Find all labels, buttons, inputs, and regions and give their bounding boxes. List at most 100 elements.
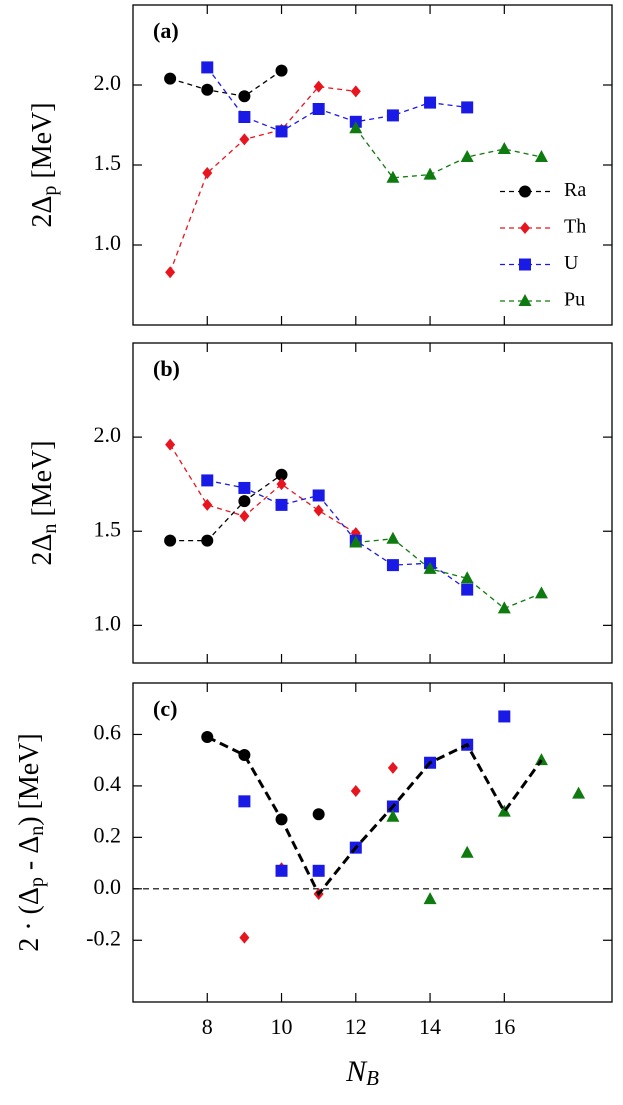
marker — [386, 531, 400, 544]
marker — [239, 133, 250, 146]
y-tick-label: 0.0 — [94, 874, 122, 899]
legend-label: U — [564, 252, 579, 274]
y-label-part: 2 · (Δ — [14, 887, 45, 952]
marker — [534, 150, 548, 162]
marker — [350, 85, 361, 98]
y-tick-label: -0.2 — [86, 925, 121, 950]
marker — [386, 559, 399, 572]
marker — [238, 749, 251, 762]
legend-label: Th — [564, 216, 586, 238]
series-line — [355, 538, 542, 610]
marker — [519, 185, 531, 198]
plot-frame — [132, 682, 613, 1003]
y-label-part: [MeV] — [27, 102, 58, 185]
x-tick-label: 12 — [345, 1014, 367, 1039]
marker — [520, 222, 530, 234]
marker — [312, 808, 325, 821]
marker — [387, 761, 398, 774]
marker — [164, 534, 177, 547]
marker — [312, 864, 325, 877]
marker — [238, 481, 251, 494]
marker — [239, 510, 250, 523]
marker — [423, 892, 437, 905]
y-label-subscript: p — [39, 186, 61, 196]
marker — [164, 72, 177, 85]
y-axis-label: 2Δn [MeV] — [27, 440, 60, 565]
marker — [460, 845, 474, 858]
marker — [424, 96, 437, 109]
marker — [350, 785, 361, 798]
y-label-part: [MeV] — [27, 440, 58, 523]
marker — [423, 561, 437, 574]
x-label-part: N — [345, 1055, 368, 1088]
series-line — [169, 85, 356, 273]
marker — [201, 83, 214, 96]
marker — [349, 121, 363, 134]
marker — [313, 504, 324, 517]
x-axis-label: NB — [345, 1055, 379, 1090]
panel: 8 10 12 14 16 -0.2 0.0 0.2 0.4 0.6 (c) 2 · (Δp - Δn… — [14, 682, 613, 1090]
marker — [572, 786, 586, 799]
marker — [275, 125, 288, 138]
marker — [201, 61, 214, 74]
y-tick-label: 0.6 — [94, 719, 122, 744]
marker — [275, 864, 288, 877]
series-line — [169, 444, 357, 534]
marker — [276, 478, 287, 491]
plot-frame — [132, 342, 613, 664]
y-label-part: ) [MeV] — [14, 733, 45, 826]
marker — [386, 109, 399, 122]
y-tick-label: 2.0 — [94, 70, 122, 95]
marker — [165, 438, 176, 451]
marker — [312, 103, 325, 115]
marker — [239, 931, 250, 944]
marker — [498, 710, 511, 723]
series-line — [355, 127, 542, 179]
marker — [202, 498, 213, 511]
y-axis-label: 2Δp [MeV] — [27, 102, 60, 227]
marker — [519, 258, 531, 271]
marker — [275, 498, 288, 511]
y-tick-label: 0.4 — [94, 771, 122, 796]
series-line — [207, 479, 468, 591]
marker — [201, 474, 214, 487]
marker — [386, 809, 400, 822]
legend-label: Ra — [564, 179, 586, 201]
x-tick-label: 16 — [493, 1014, 515, 1039]
marker — [423, 167, 437, 180]
marker — [201, 534, 214, 547]
y-axis-label: 2 · (Δp - Δn) [MeV] — [14, 733, 47, 952]
marker — [497, 142, 511, 154]
y-tick-label: 1.5 — [94, 516, 122, 541]
y-tick-label: 2.0 — [94, 422, 122, 447]
y-label-subscript: p — [26, 877, 48, 887]
y-label-subscript: n — [26, 826, 48, 836]
marker — [238, 495, 251, 508]
y-label-part: - Δ — [14, 836, 45, 877]
marker — [534, 753, 548, 766]
marker — [349, 535, 363, 548]
marker — [461, 583, 474, 596]
marker — [165, 266, 176, 279]
y-label-subscript: n — [39, 524, 61, 534]
marker — [386, 170, 400, 183]
y-tick-label: 1.0 — [94, 230, 122, 255]
y-tick-label: 1.0 — [94, 610, 122, 635]
marker — [275, 468, 288, 481]
y-tick-label: 1.5 — [94, 150, 122, 175]
x-label-subscript: B — [366, 1066, 379, 1090]
marker — [275, 64, 288, 77]
marker — [460, 150, 474, 162]
marker — [497, 601, 511, 614]
legend-label: Pu — [564, 289, 585, 311]
panel-label: (c) — [153, 696, 177, 721]
marker — [461, 101, 474, 114]
plot-frame — [132, 4, 613, 326]
x-tick-label: 10 — [271, 1014, 293, 1039]
y-tick-label: 0.2 — [94, 822, 122, 847]
panel: 1.0 1.5 2.0 (b) 2Δn [MeV] — [27, 342, 613, 664]
marker — [313, 80, 324, 93]
x-tick-label: 8 — [202, 1014, 213, 1039]
panel-label: (a) — [153, 18, 179, 43]
